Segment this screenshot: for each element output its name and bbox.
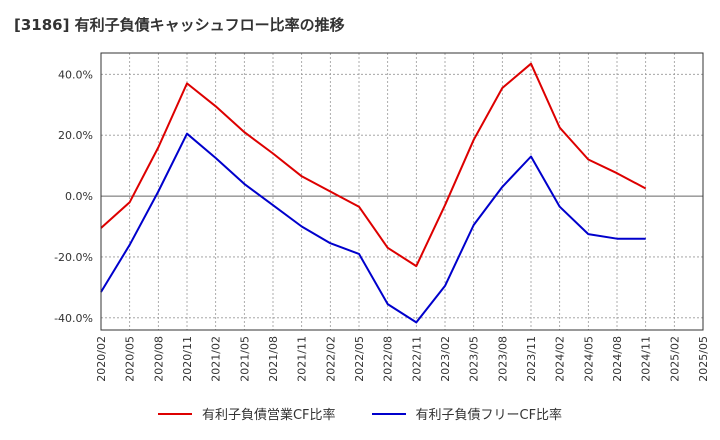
x-tick-label: 2023/08 — [496, 336, 509, 382]
x-tick-label: 2022/08 — [382, 336, 395, 382]
x-axis-ticks: 2020/02 2020/05 2020/08 2020/11 2021/02 2021/… — [95, 336, 710, 382]
y-axis-ticks: -40.0% -20.0% 0.0% 20.0% 40.0% — [54, 68, 93, 325]
legend-item-free-cf: 有利子負債フリーCF比率 — [371, 404, 563, 423]
series-line-operating-cf — [100, 62, 647, 268]
x-tick-label: 2023/02 — [439, 336, 452, 382]
x-tick-label: 2020/05 — [124, 336, 137, 382]
x-tick-label: 2021/05 — [238, 336, 251, 382]
x-tick-label: 2024/11 — [640, 336, 653, 382]
plot-area-border — [100, 52, 704, 331]
x-tick-label: 2023/11 — [525, 336, 538, 382]
y-tick-label: 0.0% — [65, 190, 93, 203]
x-tick-label: 2022/05 — [353, 336, 366, 382]
x-tick-label: 2025/05 — [697, 336, 710, 382]
legend-item-operating-cf: 有利子負債営業CF比率 — [157, 404, 336, 423]
y-tick-label: -40.0% — [54, 312, 93, 325]
grid-layer — [101, 53, 703, 330]
y-tick-label: 40.0% — [58, 68, 93, 81]
x-tick-label: 2022/11 — [410, 336, 423, 382]
legend-swatch-free-cf — [371, 412, 406, 415]
series-line-free-cf — [100, 132, 646, 324]
legend: 有利子負債営業CF比率 有利子負債フリーCF比率 — [0, 404, 720, 423]
x-tick-label: 2021/11 — [296, 336, 309, 382]
chart-title: [3186] 有利子負債キャッシュフロー比率の推移 — [14, 16, 345, 34]
x-tick-label: 2025/02 — [668, 336, 681, 382]
x-tick-label: 2020/02 — [95, 336, 108, 382]
legend-label-operating-cf: 有利子負債営業CF比率 — [201, 408, 336, 423]
x-tick-label: 2021/08 — [267, 336, 280, 382]
x-tick-label: 2024/08 — [611, 336, 624, 382]
x-tick-label: 2024/02 — [554, 336, 567, 382]
x-tick-label: 2020/11 — [181, 336, 194, 382]
legend-swatch-operating-cf — [157, 412, 192, 415]
series-layer — [100, 62, 647, 324]
y-tick-label: -20.0% — [54, 251, 93, 264]
x-tick-label: 2024/05 — [582, 336, 595, 382]
x-tick-label: 2022/02 — [324, 336, 337, 382]
x-tick-label: 2021/02 — [210, 336, 223, 382]
x-tick-label: 2020/08 — [152, 336, 165, 382]
x-tick-label: 2023/05 — [468, 336, 481, 382]
legend-label-free-cf: 有利子負債フリーCF比率 — [415, 408, 563, 423]
y-tick-label: 20.0% — [58, 129, 93, 142]
